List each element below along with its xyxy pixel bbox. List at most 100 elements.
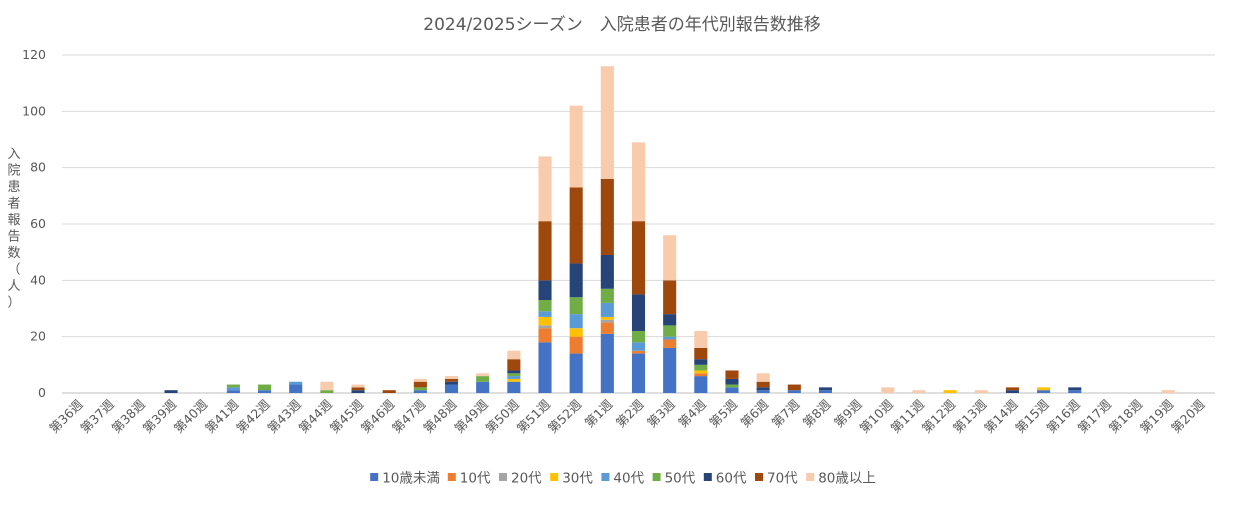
bar-segment (694, 331, 708, 348)
x-tick-label: 第14週 (981, 396, 1021, 436)
legend-item: 80歳以上 (806, 471, 876, 487)
x-tick-label: 第49週 (451, 396, 491, 436)
bar-segment (413, 378, 427, 382)
bar-segment (631, 142, 646, 222)
legend-label: 10歳未満 (382, 471, 440, 487)
bar-segment (444, 381, 459, 385)
bar-segment (912, 390, 926, 393)
bar-segment (694, 370, 708, 374)
bar-segment (600, 66, 614, 179)
y-axis-label-char: 人 (7, 279, 20, 294)
bar-segment (631, 331, 646, 343)
bar-segment (569, 328, 583, 337)
bar-segment (725, 370, 739, 379)
bar-segment (663, 347, 677, 393)
x-tick-label: 第45週 (327, 396, 367, 436)
x-tick-label: 第42週 (233, 396, 273, 436)
bar-segment (943, 390, 957, 393)
x-tick-label: 第16週 (1043, 396, 1083, 436)
x-tick-label: 第48週 (420, 396, 460, 436)
bar-segment (756, 373, 770, 382)
x-tick-label: 第6週 (737, 396, 771, 430)
legend-swatch (447, 473, 456, 481)
legend-item: 40代 (601, 471, 645, 487)
legend-label: 50代 (665, 471, 696, 487)
bar-segment (476, 376, 490, 382)
x-tick-label: 第7週 (769, 396, 803, 430)
bar-segment (538, 300, 552, 312)
chart-title: 2024/2025シーズン 入院患者の年代別報告数推移 (423, 15, 820, 35)
bar-segment (507, 376, 521, 379)
bars (164, 66, 1175, 393)
bar-segment (351, 384, 365, 388)
y-tick-label: 40 (30, 272, 46, 287)
bar-segment (600, 288, 614, 303)
y-axis-ticks: 0 20 40 60 80 100 120 (22, 47, 46, 400)
bar-segment (725, 384, 739, 388)
y-axis-label-char: 者 (7, 197, 20, 212)
y-tick-label: 80 (30, 160, 46, 175)
bar-segment (538, 328, 552, 343)
legend-label: 10代 (460, 471, 491, 487)
legend-swatch (370, 473, 379, 481)
bar-segment (569, 353, 583, 393)
legend-item: 30代 (550, 471, 593, 487)
x-tick-label: 第13週 (950, 396, 990, 436)
bar-segment (382, 390, 396, 393)
bar-segment (289, 381, 303, 385)
x-tick-label: 第11週 (888, 396, 928, 436)
bar-segment (756, 387, 770, 391)
bar-segment (351, 390, 365, 393)
x-tick-label: 第41週 (202, 396, 242, 436)
bar-segment (538, 325, 552, 329)
bar-segment (569, 263, 583, 298)
y-axis-label-char: 患 (7, 180, 20, 195)
bar-segment (631, 350, 646, 354)
x-axis-ticks: 第36週第37週第38週第39週第40週第41週第42週第43週第44週第45週… (46, 396, 1208, 436)
legend-swatch (806, 473, 815, 481)
legend-item: 70代 (755, 471, 798, 487)
bar-segment (600, 319, 614, 323)
bar-segment (663, 235, 677, 281)
bar-segment (694, 373, 708, 377)
bar-segment (756, 381, 770, 388)
bar-segment (320, 390, 334, 393)
bar-segment (476, 381, 490, 393)
bar-segment (663, 336, 677, 340)
bar-segment (1005, 390, 1019, 393)
bar-segment (694, 364, 708, 371)
bar-segment (444, 384, 459, 393)
x-tick-label: 第10週 (856, 396, 896, 436)
bar-segment (631, 294, 646, 332)
x-tick-label: 第1週 (582, 396, 616, 430)
bar-segment (507, 373, 521, 377)
bar-segment (507, 378, 521, 382)
legend-swatch (550, 473, 559, 481)
bar-segment (974, 390, 988, 393)
bar-segment (694, 376, 708, 393)
bar-segment (476, 373, 490, 377)
x-tick-label: 第47週 (389, 396, 429, 436)
bar-segment (226, 390, 240, 393)
legend-item: 10代 (447, 471, 491, 487)
y-axis-label-char: 報 (7, 213, 20, 228)
x-tick-label: 第3週 (644, 396, 678, 430)
bar-segment (164, 390, 178, 393)
bar-segment (538, 156, 552, 222)
legend-item: 60代 (703, 471, 747, 487)
bar-segment (663, 314, 677, 326)
x-tick-label: 第5週 (706, 396, 740, 430)
bar-segment (507, 370, 521, 374)
bar-segment (538, 316, 552, 326)
y-axis-label-char: ） (7, 296, 20, 311)
bar-segment (787, 384, 801, 391)
x-tick-label: 第50週 (482, 396, 522, 436)
legend-label: 40代 (613, 471, 644, 487)
x-tick-label: 第2週 (613, 396, 647, 430)
bar-segment (258, 384, 272, 391)
bar-segment (1161, 390, 1175, 393)
bar-segment (600, 178, 614, 255)
bar-segment (1068, 387, 1082, 391)
